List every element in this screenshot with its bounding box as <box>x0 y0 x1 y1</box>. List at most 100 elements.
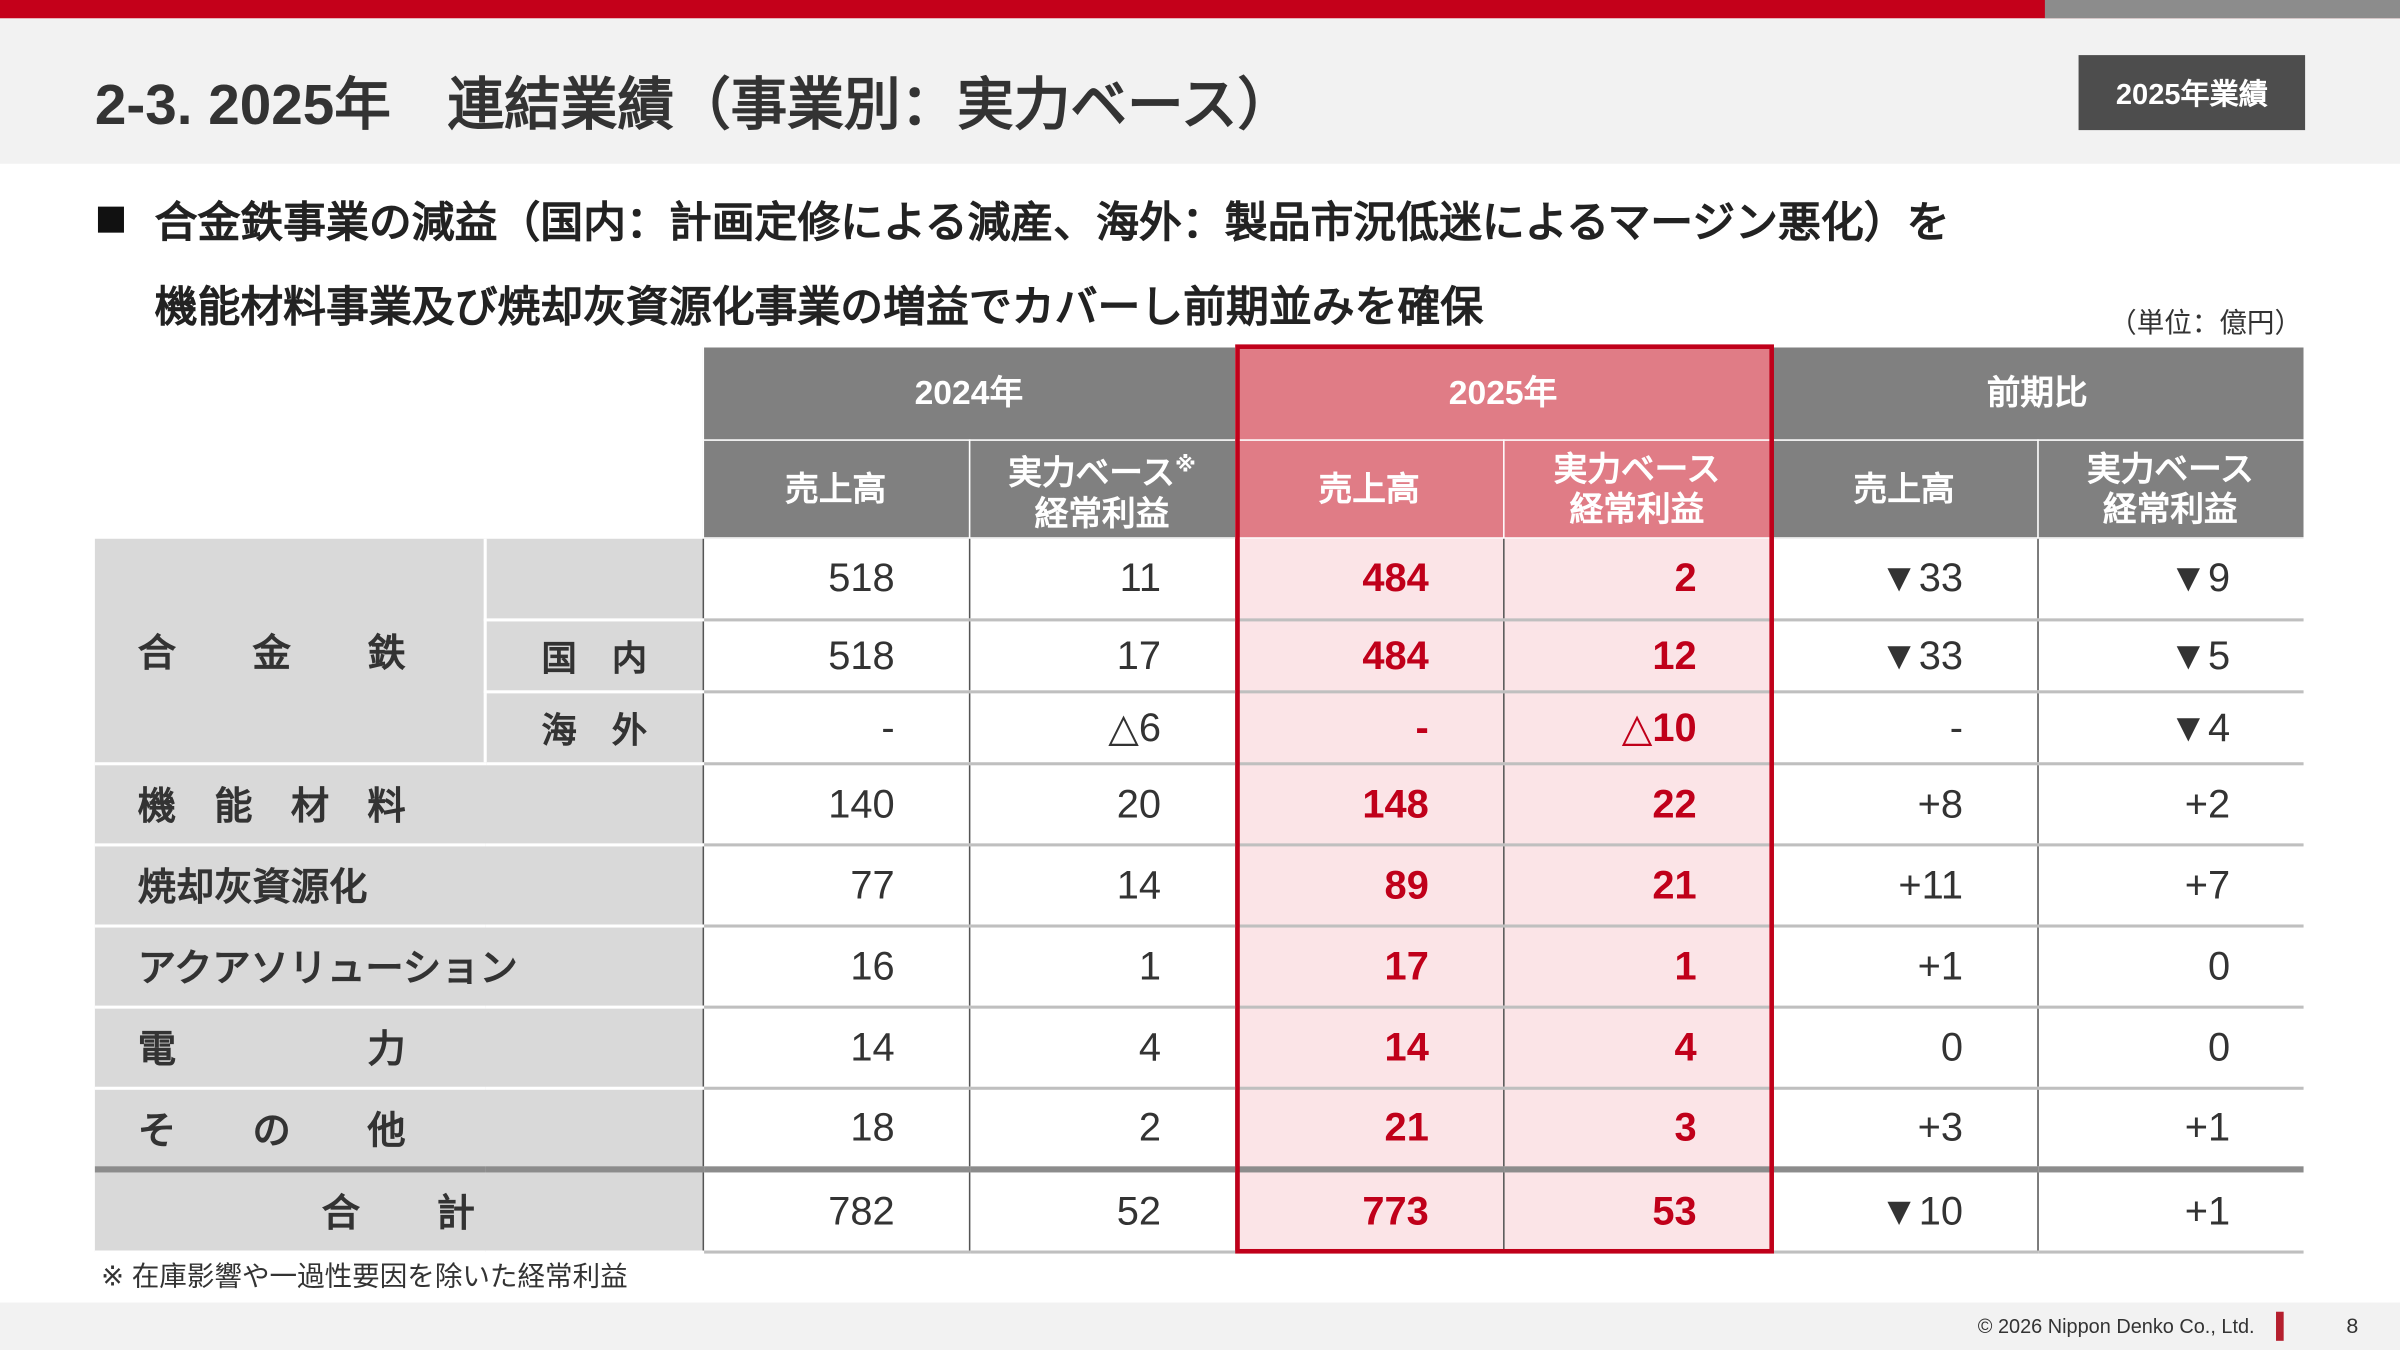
total-value-cell: +1 <box>2036 1165 2304 1253</box>
value-cell: 484 <box>1234 538 1504 621</box>
row-label: アクアソリューション <box>94 925 703 1008</box>
value-cell: - <box>1234 691 1504 765</box>
lead-text-line1: 合金鉄事業の減益（国内：計画定修による減産、海外：製品市況低迷によるマージン悪化… <box>154 198 1950 247</box>
bullet-square-icon <box>97 206 124 233</box>
value-cell: 12 <box>1502 619 1771 693</box>
table-row: 合 金 鉄 518 11 484 2 ▼33 ▼9 <box>94 538 2304 765</box>
total-value-cell: 53 <box>1502 1165 1771 1253</box>
value-cell: +3 <box>1770 1087 2038 1171</box>
value-cell: ▼4 <box>2036 691 2304 765</box>
footnote: ※ 在庫影響や一過性要因を除いた経常利益 <box>101 1261 628 1292</box>
empty-corner <box>94 346 703 441</box>
table-row: 海 外 - △6- △10- ▼4 <box>95 691 2304 765</box>
header-profit-line1: 実力ベース <box>1008 454 1175 493</box>
table-row: 機 能 材 料 140 20 148 22 +8 +2 <box>94 763 2304 846</box>
row-label: 合 金 鉄 <box>94 538 486 765</box>
value-cell: ▼9 <box>2036 538 2304 621</box>
header-yoy: 前期比 <box>1770 345 2305 441</box>
segment-results-table: 2024年 2025年 前期比 売上高 実力ベース※ 経常利益 売上高 実力ベース… <box>94 345 2305 1253</box>
row-label: そ の 他 <box>94 1087 703 1171</box>
unit-label: （単位：億円） <box>2109 307 2303 339</box>
row-sublabel: 海 外 <box>483 691 703 765</box>
row-label: 電 力 <box>94 1006 703 1090</box>
value-cell: 140 <box>701 763 969 846</box>
table-row: 焼却灰資源化 77 14 89 21 +11 +7 <box>94 844 2304 927</box>
section-badge: 2025年業績 <box>2078 55 2306 131</box>
header-profit-line2: 経常利益 <box>2103 489 2238 528</box>
header-profit: 実力ベース※ 経常利益 <box>968 439 1236 539</box>
value-cell: △10 <box>1502 691 1771 765</box>
total-value-cell: 52 <box>968 1165 1236 1253</box>
value-cell: +1 <box>1770 925 2038 1008</box>
total-label: 合 計 <box>94 1165 703 1253</box>
copyright: © 2026 Nippon Denko Co., Ltd. <box>1977 1314 2255 1338</box>
table-row: 国 内 518 17 484 12 ▼33 ▼5 <box>95 619 2304 693</box>
value-cell: 1 <box>968 925 1236 1008</box>
value-cell: +7 <box>2036 844 2304 927</box>
value-cell: 0 <box>2036 1006 2304 1090</box>
value-cell: - <box>1770 691 2038 765</box>
row-sublabel: 国 内 <box>483 619 703 693</box>
value-cell: ▼5 <box>2036 619 2304 693</box>
value-cell: 2 <box>1502 538 1771 621</box>
header-sales: 売上高 <box>1770 439 2039 539</box>
value-cell: 11 <box>968 538 1236 621</box>
value-cell: - <box>701 691 969 765</box>
value-cell: 89 <box>1234 844 1504 927</box>
slide-footer: © 2026 Nippon Denko Co., Ltd. 8 <box>0 1302 2400 1350</box>
value-cell: 17 <box>1234 925 1504 1008</box>
top-accent-bar-gray <box>2044 0 2400 19</box>
header-profit: 実力ベース 経常利益 <box>2036 439 2305 539</box>
value-cell: 18 <box>701 1087 969 1171</box>
value-cell: +11 <box>1770 844 2038 927</box>
total-value-cell: 773 <box>1234 1165 1504 1253</box>
table-row: 電 力 14 4 14 4 0 0 <box>94 1006 2304 1090</box>
empty-corner <box>94 440 703 539</box>
header-2024: 2024年 <box>701 345 1236 441</box>
value-cell: 1 <box>1502 925 1771 1008</box>
value-cell: 14 <box>1234 1006 1504 1090</box>
value-cell: ▼33 <box>1770 619 2038 693</box>
value-cell: 4 <box>968 1006 1236 1090</box>
value-cell: +8 <box>1770 763 2038 846</box>
value-cell: ▼33 <box>1770 538 2038 621</box>
value-cell: 14 <box>701 1006 969 1090</box>
header-sales: 売上高 <box>1234 439 1504 539</box>
value-cell: 484 <box>1234 619 1504 693</box>
value-cell: 20 <box>968 763 1236 846</box>
total-row: 合 計 782 52 773 53 ▼10 +1 <box>94 1165 2304 1253</box>
header-profit-line2: 経常利益 <box>1569 489 1705 528</box>
value-cell: 0 <box>1770 1006 2038 1090</box>
slide-header: 2-3. 2025年 連結業績（事業別：実力ベース） 2025年業績 <box>0 18 2400 164</box>
header-profit: 実力ベース 経常利益 <box>1502 439 1772 539</box>
value-cell: 77 <box>701 844 969 927</box>
value-cell: 3 <box>1502 1087 1771 1171</box>
value-cell: 518 <box>701 538 969 621</box>
header-sales: 売上高 <box>701 439 970 539</box>
header-profit-line2: 経常利益 <box>1034 493 1170 533</box>
value-cell: △6 <box>968 691 1236 765</box>
value-cell: 16 <box>701 925 969 1008</box>
value-cell: 22 <box>1502 763 1771 846</box>
lead-text-line2: 機能材料事業及び焼却灰資源化事業の増益でカバーし前期並みを確保 <box>154 283 1484 331</box>
value-cell: 14 <box>968 844 1236 927</box>
header-profit-line1: 実力ベース <box>2087 449 2254 488</box>
value-cell: 2 <box>968 1087 1236 1171</box>
row-label: 機 能 材 料 <box>94 763 703 846</box>
total-value-cell: 782 <box>701 1165 969 1253</box>
header-2025: 2025年 <box>1234 345 1772 441</box>
value-cell: 0 <box>2036 925 2304 1008</box>
value-cell: 21 <box>1502 844 1771 927</box>
header-profit-line1: 実力ベース <box>1553 449 1721 488</box>
value-cell: 148 <box>1234 763 1504 846</box>
top-accent-bar <box>0 0 2400 19</box>
value-cell: +1 <box>2036 1087 2304 1171</box>
value-cell: 518 <box>701 619 969 693</box>
value-cell: +2 <box>2036 763 2304 846</box>
row-label: 焼却灰資源化 <box>94 844 703 927</box>
value-cell: 21 <box>1234 1087 1504 1171</box>
table-row: アクアソリューション 16 1 17 1 +1 0 <box>94 925 2304 1008</box>
row-sublabel <box>483 538 703 621</box>
value-cell: 4 <box>1502 1006 1771 1090</box>
